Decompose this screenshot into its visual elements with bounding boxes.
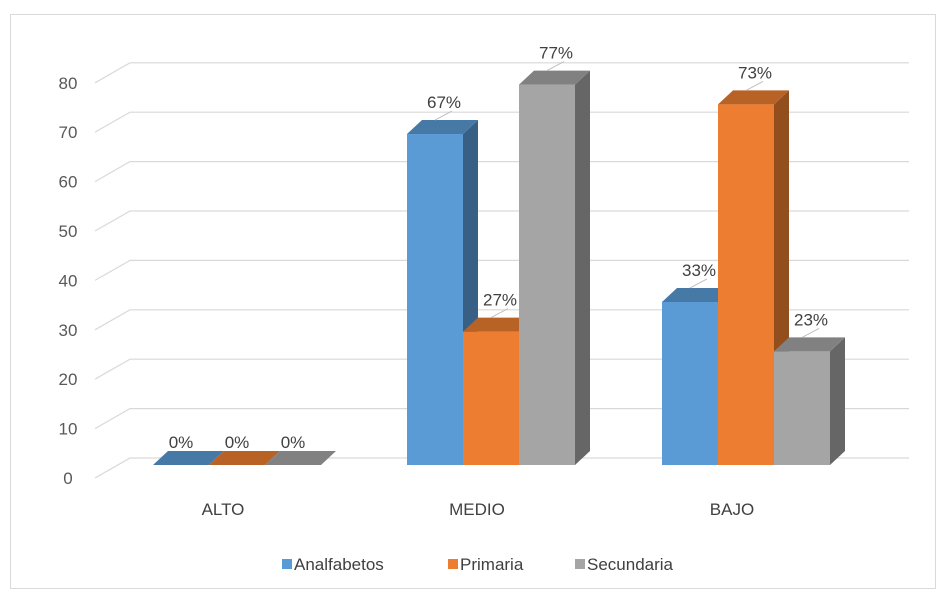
data-label: 27% [483,291,517,310]
y-tick-label: 80 [59,74,78,93]
bar-top [774,337,845,352]
y-tick-label: 30 [59,321,78,340]
leader-line [801,327,820,338]
bar-medio-secundaria [519,70,590,466]
bar-top [519,70,590,85]
legend-swatch [282,559,292,569]
data-label: 67% [427,93,461,112]
y-tick-label: 40 [59,271,78,290]
category-label: MEDIO [449,500,505,519]
bar-alto-analfabetos [153,451,224,465]
leader-line [490,308,509,319]
bar-front [662,301,718,465]
bar-side [575,70,590,466]
legend-item-primaria: Primaria [448,555,524,574]
y-tick-label: 20 [59,370,78,389]
gridline [94,111,909,133]
y-axis: 0 10 20 30 40 50 60 70 80 [59,74,78,488]
leader-line [689,278,708,289]
y-tick-label: 50 [59,222,78,241]
bar-top [718,90,789,105]
legend-swatch [448,559,458,569]
grid-layer [94,62,909,479]
bar-front [774,351,830,465]
gridline [94,457,909,479]
bar-front [718,104,774,465]
data-label: 0% [225,433,250,452]
category-label: BAJO [710,500,754,519]
legend: Analfabetos Primaria Secundaria [282,555,674,574]
bar-medio-analfabetos [407,120,478,466]
y-tick-label: 60 [59,173,78,192]
gridline [94,161,909,183]
data-label: 0% [169,433,194,452]
gridline [94,259,909,281]
data-label: 33% [682,261,716,280]
legend-label: Analfabetos [294,555,384,574]
gridline [94,210,909,232]
legend-swatch [575,559,585,569]
leader-line [546,61,565,72]
leader-line [434,110,453,121]
y-tick-label: 10 [59,420,78,439]
data-label: 23% [794,310,828,329]
bar-top [463,317,534,332]
bar-top [662,287,733,302]
gridline [94,358,909,380]
x-axis: ALTO MEDIO BAJO [202,500,755,519]
legend-label: Secundaria [587,555,674,574]
legend-item-analfabetos: Analfabetos [282,555,384,574]
category-label: ALTO [202,500,245,519]
bar-alto-primaria [209,451,280,465]
y-tick-label: 0 [63,469,72,488]
bars-layer [153,70,845,466]
legend-item-secundaria: Secundaria [575,555,674,574]
data-label: 77% [539,44,573,63]
gridline [94,408,909,430]
bar-top [407,120,478,135]
bar-top [265,451,336,465]
bar-bajo-secundaria [774,337,845,465]
bar-front [463,331,519,465]
legend-label: Primaria [460,555,524,574]
bar-side [830,337,845,465]
bar-top [153,451,224,465]
y-tick-label: 70 [59,123,78,142]
leader-line [745,80,764,91]
data-label: 73% [738,63,772,82]
gridline [94,62,909,84]
gridline [94,309,909,331]
bar-alto-secundaria [265,451,336,465]
data-label: 0% [281,433,306,452]
bar-front [519,84,575,466]
bar-top [209,451,280,465]
bar-front [407,134,463,465]
data-labels-layer: 0% 0% 0% 67% 27% 77% 33% 73% 23% [169,44,828,452]
